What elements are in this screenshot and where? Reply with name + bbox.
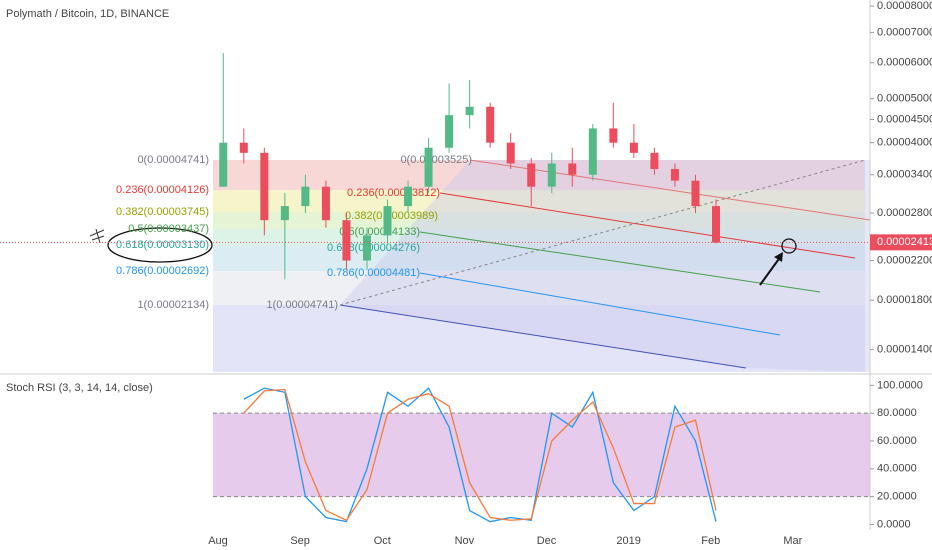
fib-label: 0.382(0.00003745): [116, 206, 209, 218]
last-price-tag: [870, 234, 932, 251]
candle-body: [342, 220, 351, 261]
candle-body: [383, 206, 392, 236]
x-tick-label: Sep: [290, 535, 310, 547]
fib-label: 0(0.00004741): [137, 154, 209, 166]
channel-line: [439, 192, 856, 259]
candle-body: [260, 152, 269, 221]
candle-body: [650, 152, 659, 170]
rsi-line: [243, 387, 717, 523]
x-tick-label: Dec: [537, 535, 557, 547]
fib-label: 1(0.00004741): [266, 299, 338, 311]
fib-label: 0.236(0.00004126): [116, 184, 209, 196]
candle-body: [486, 106, 495, 143]
x-tick-label: Oct: [374, 535, 391, 547]
candle-body: [712, 206, 721, 243]
candle-body: [404, 186, 413, 207]
fib-band: [213, 212, 865, 229]
fib-band: [213, 271, 865, 305]
y-tick-label: 0.00008000: [877, 0, 932, 12]
fib-label: 0.236(0.00003812): [347, 187, 440, 199]
y-tick-label: 40.0000: [877, 463, 917, 475]
y-tick-label: 0.00006000: [877, 57, 932, 69]
candle-body: [280, 206, 289, 221]
fib-label: 0.786(0.00004481): [327, 267, 420, 279]
candle-body: [445, 115, 454, 148]
x-tick-label: Aug: [208, 535, 228, 547]
x-tick-label: 2019: [616, 535, 640, 547]
fib-band: [213, 160, 865, 190]
candle-body: [321, 186, 330, 221]
candle-body: [609, 128, 618, 143]
fib-label: 0.5(0.00003437): [128, 223, 209, 235]
y-tick-label: 0.00001800: [877, 294, 932, 306]
y-tick-label: 80.0000: [877, 407, 917, 419]
candle-body: [424, 147, 433, 187]
circle-drawing: [781, 238, 797, 254]
y-tick-label: 0.00001400: [877, 344, 932, 356]
eye-icon[interactable]: [89, 228, 105, 244]
candle-body: [506, 142, 515, 164]
channel-line: [419, 272, 781, 336]
x-tick-label: Feb: [701, 535, 720, 547]
fib-band: [213, 229, 865, 245]
median-line: [339, 159, 866, 306]
y-tick-label: 0.00005000: [877, 93, 932, 105]
y-tick-label: 0.00004000: [877, 137, 932, 149]
y-tick-label: 0.0000: [877, 518, 911, 530]
y-tick-label: 60.0000: [877, 435, 917, 447]
fib-band: [213, 245, 865, 271]
candle-body: [670, 169, 679, 181]
x-tick-label: Nov: [455, 535, 475, 547]
channel-line: [469, 159, 871, 221]
candle-body: [301, 186, 310, 207]
fib-label: 1(0.00002134): [137, 299, 209, 311]
y-tick-label: 20.0000: [877, 491, 917, 503]
candle-body: [465, 106, 474, 116]
fib-label: 0.786(0.00002692): [116, 265, 209, 277]
arrow-drawing: [759, 255, 782, 286]
y-tick-label: 0.00002200: [877, 254, 932, 266]
y-tick-label: 0.00002800: [877, 207, 932, 219]
candle-body: [568, 163, 577, 175]
pitchfork: [340, 160, 870, 372]
candle-body: [219, 142, 228, 187]
candle-body: [588, 128, 597, 175]
candle-body: [691, 180, 700, 207]
rsi-band: [213, 413, 870, 497]
fib-bands: [213, 159, 871, 372]
fib-label: 0.618(0.00004276): [327, 242, 420, 254]
y-tick-label: 0.00007000: [877, 26, 932, 38]
candle-body: [362, 235, 371, 261]
y-tick-label: 0.00003400: [877, 169, 932, 181]
last-price-label: 0.00002413: [877, 236, 932, 248]
arrow-head: [774, 252, 783, 262]
fib-band: [213, 305, 865, 372]
fib-label: 0(0.00003525): [400, 154, 472, 166]
channel-line: [339, 304, 747, 369]
indicator-title: Stoch RSI (3, 3, 14, 14, close): [6, 382, 153, 394]
candle-body: [527, 163, 536, 187]
x-tick-label: Mar: [783, 535, 802, 547]
candle-body: [629, 142, 638, 153]
candle-body: [239, 142, 248, 153]
fib-label: 0.618(0.00003130): [116, 239, 209, 251]
fib-label: 0.5(0.00004133): [339, 226, 420, 238]
ellipse-drawing: [107, 227, 213, 263]
candle-body: [547, 163, 556, 187]
y-tick-label: 0.00004500: [877, 113, 932, 125]
fib-band: [213, 190, 865, 212]
chart-title: Polymath / Bitcoin, 1D, BINANCE: [6, 8, 169, 20]
rsi-line: [243, 388, 717, 522]
y-tick-label: 100.0000: [877, 379, 923, 391]
